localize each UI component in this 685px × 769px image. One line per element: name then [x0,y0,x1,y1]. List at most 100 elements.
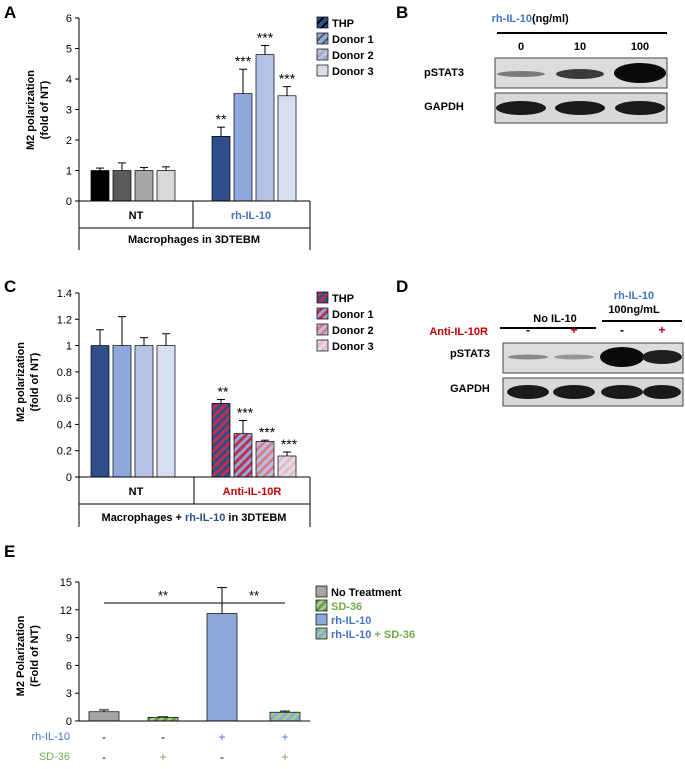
blot-d-group2-line1: rh-IL-10 [614,290,654,302]
panel-c-legend-label-2: Donor 2 [332,325,374,337]
panel-a-xtitle: Macrophages in 3DTEBM [128,234,260,246]
panel-e-bar-1 [147,716,179,722]
panel-c-ytick-label-3: 0.6 [57,393,72,405]
panel-a-bar-donor1-1 [233,93,253,202]
panel-e-legend-swatch-2 [315,613,328,626]
blot-b-row-gapdh: GAPDH [424,101,464,113]
panel-c-ytick-label-7: 1.4 [57,288,72,300]
panel-a-annotation-0: ** [216,111,227,127]
blot-b-pstat3-band-100 [614,63,666,83]
panel-c-legend-label-3: Donor 3 [332,341,374,353]
panel-e-row-label-rhil10: rh-IL-10 [31,731,70,743]
panel-a-legend-label-2: Donor 2 [332,50,374,62]
panel-e-sd36-sign-1: + [159,750,166,764]
panel-a-ytick-label-4: 4 [66,74,72,86]
blot-d-group1: No IL-10 [533,313,576,325]
panel-e-sig-2: ** [249,588,259,603]
panel-e-legend-label-3b: + SD-36 [371,629,415,641]
panel-c-annotation-2: *** [259,424,276,440]
panel-a-legend-swatch-1 [316,32,329,45]
panel-a-ytick-label-3: 3 [66,105,72,117]
panel-c-legend-swatch-2 [316,323,329,336]
panel-c-group-antiil10r: Anti-IL-10R [223,486,282,498]
panel-c-ytick-label-4: 0.8 [57,367,72,379]
panel-e-legend-swatch-3 [315,627,328,640]
blot-d-row-pstat3: pSTAT3 [450,348,490,360]
panel-a-ylabel-line1: M2 polarization [25,70,37,150]
panel-e-sd36-sign-0: - [102,750,106,764]
panel-c-ylabel-line2: (fold of NT) [29,352,41,411]
panel-c-legend-swatch-3 [316,339,329,352]
panel-c-ylabel-line1: M2 polarization [15,342,27,422]
panel-a-legend: THP Donor 1 Donor 2 Donor 3 [316,16,374,78]
panel-a-legend-label-0: THP [332,18,354,30]
blot-b-header: rh-IL-10 [492,13,532,25]
panel-d-blot: No IL-10 rh-IL-10 100ng/mL Anti-IL-10R -… [429,290,684,407]
panel-a-annotation-2: *** [257,29,274,45]
panel-c-xtitle: Macrophages + rh-IL-10 in 3DTEBM [102,512,287,524]
panel-e-rhil10-sign-2: + [218,730,225,744]
blot-d-treat-label: Anti-IL-10R [429,326,488,338]
panel-a-legend-label-1: Donor 1 [332,34,374,46]
panel-e-ytick-label-0: 0 [66,716,72,728]
panel-e-legend-label-3a: rh-IL-10 [331,629,371,641]
blot-b-gapdh-band-10 [555,101,605,115]
panel-c-bar-donor1-1 [233,433,253,478]
blot-b-pstat3-band-0 [497,71,545,77]
panel-e-chart: 0 3 6 9 12 15 M2 Polarization (Fold of NT) **… [15,577,415,764]
blot-d-gapdh-band-3 [601,385,643,399]
panel-c-bar-donor3-1 [277,455,297,478]
panel-c-bar-thp-0 [90,345,110,478]
panel-a-bar-thp-1 [211,135,231,202]
panel-e-sd36-sign-3: + [281,750,288,764]
panel-e-sd36-sign-2: - [220,750,224,764]
blot-d-pstat3-band-4 [642,350,682,364]
panel-e-legend-swatch-0 [315,585,328,598]
panel-e-legend-label-3: rh-IL-10 + SD-36 [331,629,415,641]
panel-e-ylabel-line2: (Fold of NT) [29,625,41,687]
panel-a-ytick-label-0: 0 [66,196,72,208]
panel-label-a: A [4,3,16,22]
panel-a-annotation-1: *** [235,53,252,69]
panel-c-bar-donor3-0 [156,345,176,478]
blot-d-lane-2: + [570,323,577,337]
blot-b-gapdh-band-100 [615,101,665,115]
panel-c-ytick-label-5: 1 [66,341,72,353]
panel-e-ytick-label-2: 6 [66,660,72,672]
panel-e-sig-1: ** [158,588,168,603]
panel-c-bar-donor1-0 [112,345,132,478]
panel-c-bar-donor2-0 [134,345,154,478]
panel-a-annotation-3: *** [279,71,296,87]
panel-c-legend: THP Donor 1 Donor 2 Donor 3 [316,291,374,353]
panel-c-group-nt: NT [129,486,144,498]
panel-a-group-rhil10: rh-IL-10 [231,210,271,222]
blot-b-gapdh-band-0 [496,101,546,115]
panel-a-legend-swatch-0 [316,16,329,29]
panel-c-ytick-label-1: 0.2 [57,446,72,458]
panel-label-e: E [4,542,15,561]
blot-d-lane-1: - [526,323,530,337]
panel-e-ytick-label-1: 3 [66,688,72,700]
panel-a-bar-donor1-0 [112,170,132,202]
panel-a-ytick-label-6: 6 [66,13,72,25]
panel-a-group-nt: NT [129,210,144,222]
panel-e-rhil10-sign-3: + [281,730,288,744]
blot-d-gapdh-band-4 [643,385,681,399]
panel-label-d: D [396,277,408,296]
panel-e-bar-0 [88,711,120,722]
panel-c-legend-swatch-0 [316,291,329,304]
panel-c-legend-swatch-1 [316,307,329,320]
blot-b-lane-100: 100 [631,41,649,53]
panel-e-bar-3 [269,711,301,722]
panel-c-annotation-1: *** [237,404,254,420]
blot-d-group2-line2: 100ng/mL [608,304,660,316]
panel-e-legend-label-1: SD-36 [331,601,362,613]
panel-b-blot: rh-IL-10 (ng/ml) 0 10 100 pSTAT3 GAPDH [424,13,668,124]
panel-e-ytick-label-4: 12 [60,605,72,617]
panel-c-legend-label-0: THP [332,293,354,305]
panel-c-ytick-label-2: 0.4 [57,419,72,431]
blot-b-lane-0: 0 [518,41,524,53]
panel-e-rhil10-sign-0: - [102,730,106,744]
